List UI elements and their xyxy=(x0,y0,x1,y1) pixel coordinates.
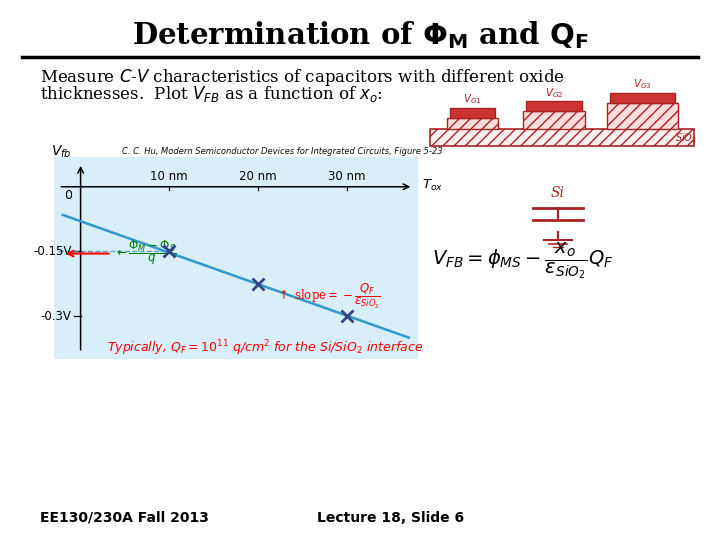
Text: $V_{G3}$: $V_{G3}$ xyxy=(633,78,652,91)
Text: -0.3V: -0.3V xyxy=(41,309,72,322)
Bar xyxy=(431,130,694,146)
Text: Measure $\mathit{C}$-$\mathit{V}$ characteristics of capacitors with different o: Measure $\mathit{C}$-$\mathit{V}$ charac… xyxy=(40,68,564,89)
Bar xyxy=(526,101,582,111)
Text: 10 nm: 10 nm xyxy=(150,170,188,183)
Text: EE130/230A Fall 2013: EE130/230A Fall 2013 xyxy=(40,511,209,525)
Text: $V_{fb}$: $V_{fb}$ xyxy=(51,143,72,160)
Text: 20 nm: 20 nm xyxy=(239,170,276,183)
Bar xyxy=(450,107,495,118)
Text: Determination of $\mathbf{\Phi_M}$ and $\mathbf{Q_F}$: Determination of $\mathbf{\Phi_M}$ and $… xyxy=(132,19,588,51)
Text: $T_{ox}$: $T_{ox}$ xyxy=(422,178,444,193)
Text: $\uparrow$ slope$=-\dfrac{Q_F}{\varepsilon_{SiO_2}}$: $\uparrow$ slope$=-\dfrac{Q_F}{\varepsil… xyxy=(276,282,381,311)
Text: $SiO_2$: $SiO_2$ xyxy=(675,131,697,145)
Text: -0.15V: -0.15V xyxy=(33,245,72,258)
Bar xyxy=(523,111,585,130)
Text: Si: Si xyxy=(551,186,565,200)
Text: 30 nm: 30 nm xyxy=(328,170,366,183)
Text: 0: 0 xyxy=(64,189,72,202)
Bar xyxy=(610,93,675,103)
Text: $V_{FB} = \phi_{MS} - \dfrac{x_o}{\varepsilon_{SiO_2}}Q_F$: $V_{FB} = \phi_{MS} - \dfrac{x_o}{\varep… xyxy=(432,240,613,281)
Text: Typically, $Q_F = 10^{11}$ q/cm$^2$ for the Si/SiO$_2$ interface: Typically, $Q_F = 10^{11}$ q/cm$^2$ for … xyxy=(107,339,423,358)
Text: Lecture 18, Slide 6: Lecture 18, Slide 6 xyxy=(317,511,464,525)
Bar xyxy=(447,118,498,130)
Text: $V_{G1}$: $V_{G1}$ xyxy=(463,93,482,106)
Text: thicknesses.  Plot $\mathit{V}_\mathit{FB}$ as a function of $\mathit{x}_o$:: thicknesses. Plot $\mathit{V}_\mathit{FB… xyxy=(40,84,382,104)
Text: $V_{G2}$: $V_{G2}$ xyxy=(545,86,563,100)
Text: $\leftarrow\dfrac{\Phi_M-\Phi_S}{q}$: $\leftarrow\dfrac{\Phi_M-\Phi_S}{q}$ xyxy=(114,238,177,267)
Text: C. C. Hu, Modern Semiconductor Devices for Integrated Circuits, Figure 5-23: C. C. Hu, Modern Semiconductor Devices f… xyxy=(122,147,443,156)
Bar xyxy=(608,103,678,130)
